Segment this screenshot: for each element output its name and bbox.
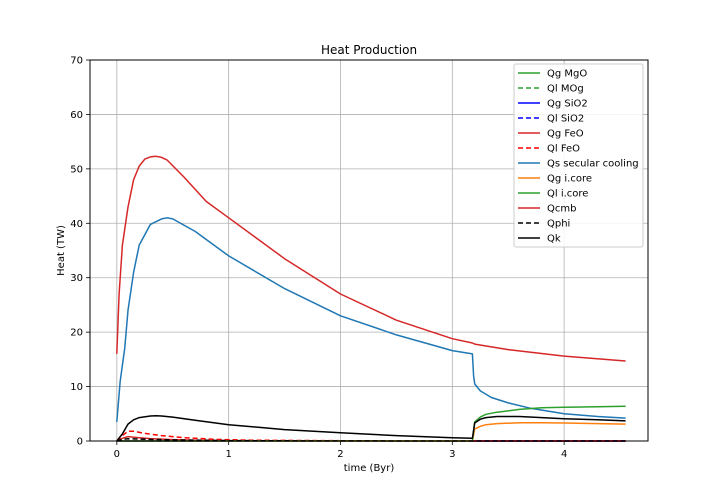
series-line-qk bbox=[116, 414, 626, 442]
x-tick-label: 0 bbox=[114, 449, 120, 460]
legend-label-ql-sio2: Ql SiO2 bbox=[547, 114, 584, 125]
legend-label-ql-i-core: Ql i.core bbox=[547, 189, 588, 200]
x-tick-label: 4 bbox=[561, 449, 567, 460]
legend-label-qk: Qk bbox=[547, 234, 561, 245]
x-axis-label: time (Byr) bbox=[344, 463, 395, 474]
legend-label-ql-feo: Ql FeO bbox=[547, 144, 580, 155]
legend-label-qg-sio2: Qg SiO2 bbox=[547, 99, 588, 110]
legend: Qg MgO Ql MOg Qg SiO2 Ql SiO2 Qg FeO Ql FeO Qs… bbox=[513, 63, 644, 248]
y-axis-ticks: 0 10 20 30 40 50 60 70 bbox=[70, 56, 90, 448]
series-line-qs-secular-cooling bbox=[116, 217, 626, 422]
y-tick-label: 10 bbox=[70, 382, 83, 393]
legend-label-qg-i-core: Qg i.core bbox=[547, 174, 592, 185]
chart-title: Heat Production bbox=[321, 43, 417, 57]
y-tick-label: 50 bbox=[70, 164, 83, 175]
legend-label-qg-feo: Qg FeO bbox=[547, 129, 584, 140]
series-line-qcmb bbox=[116, 155, 626, 362]
y-tick-label: 30 bbox=[70, 273, 83, 284]
legend-label-qphi: Qphi bbox=[547, 219, 570, 230]
y-tick-label: 20 bbox=[70, 328, 83, 339]
legend-label-ql-mog: Ql MOg bbox=[547, 84, 584, 95]
x-axis-ticks: 0 1 2 3 4 bbox=[114, 441, 567, 460]
axes-frame bbox=[89, 59, 649, 442]
y-tick-label: 40 bbox=[70, 219, 83, 230]
y-axis-label: Heat (TW) bbox=[56, 225, 67, 276]
x-tick-label: 3 bbox=[449, 449, 455, 460]
y-tick-label: 60 bbox=[70, 110, 83, 121]
x-tick-label: 1 bbox=[225, 449, 231, 460]
y-tick-label: 70 bbox=[70, 56, 83, 67]
series-line-ql-feo bbox=[116, 430, 626, 442]
legend-label-qg-mgo: Qg MgO bbox=[547, 69, 587, 80]
x-tick-label: 2 bbox=[337, 449, 343, 460]
legend-box bbox=[513, 63, 644, 248]
y-tick-label: 0 bbox=[77, 437, 83, 448]
legend-label-qs-secular-cooling: Qs secular cooling bbox=[547, 159, 639, 170]
legend-label-qcmb: Qcmb bbox=[547, 204, 576, 215]
